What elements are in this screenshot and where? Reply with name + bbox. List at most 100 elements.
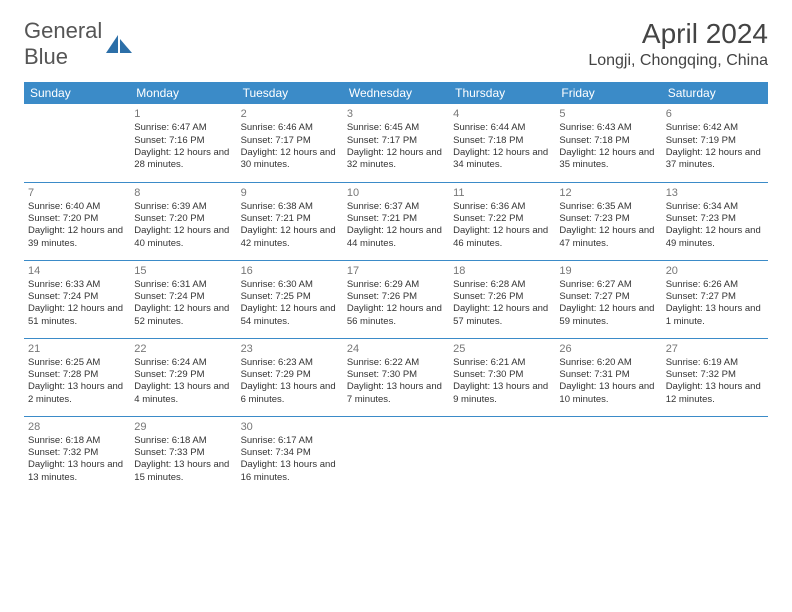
daylight-line: Daylight: 13 hours and 2 minutes. [28, 381, 126, 406]
sunset-line: Sunset: 7:21 PM [241, 213, 339, 225]
calendar-cell: 2Sunrise: 6:46 AMSunset: 7:17 PMDaylight… [237, 104, 343, 182]
day-number: 20 [666, 264, 764, 278]
day-number: 17 [347, 264, 445, 278]
daylight-line: Daylight: 12 hours and 44 minutes. [347, 225, 445, 250]
sunrise-line: Sunrise: 6:24 AM [134, 357, 232, 369]
sunset-line: Sunset: 7:29 PM [241, 369, 339, 381]
sunrise-line: Sunrise: 6:45 AM [347, 122, 445, 134]
sunrise-line: Sunrise: 6:42 AM [666, 122, 764, 134]
day-number: 19 [559, 264, 657, 278]
calendar-cell: 8Sunrise: 6:39 AMSunset: 7:20 PMDaylight… [130, 182, 236, 260]
calendar-cell: 12Sunrise: 6:35 AMSunset: 7:23 PMDayligh… [555, 182, 661, 260]
daylight-line: Daylight: 12 hours and 52 minutes. [134, 303, 232, 328]
day-number: 22 [134, 342, 232, 356]
sunset-line: Sunset: 7:28 PM [28, 369, 126, 381]
sunset-line: Sunset: 7:27 PM [666, 291, 764, 303]
calendar-row: 21Sunrise: 6:25 AMSunset: 7:28 PMDayligh… [24, 338, 768, 416]
day-number: 14 [28, 264, 126, 278]
calendar-cell: 7Sunrise: 6:40 AMSunset: 7:20 PMDaylight… [24, 182, 130, 260]
daylight-line: Daylight: 13 hours and 15 minutes. [134, 459, 232, 484]
day-number: 30 [241, 420, 339, 434]
day-number: 18 [453, 264, 551, 278]
calendar-cell: 10Sunrise: 6:37 AMSunset: 7:21 PMDayligh… [343, 182, 449, 260]
logo-text-b: Blue [24, 44, 68, 69]
sunrise-line: Sunrise: 6:22 AM [347, 357, 445, 369]
day-number: 12 [559, 186, 657, 200]
sunset-line: Sunset: 7:23 PM [666, 213, 764, 225]
sunset-line: Sunset: 7:17 PM [241, 135, 339, 147]
sunset-line: Sunset: 7:18 PM [453, 135, 551, 147]
sunrise-line: Sunrise: 6:46 AM [241, 122, 339, 134]
daylight-line: Daylight: 12 hours and 56 minutes. [347, 303, 445, 328]
month-title: April 2024 [588, 18, 768, 50]
sunset-line: Sunset: 7:25 PM [241, 291, 339, 303]
sunrise-line: Sunrise: 6:21 AM [453, 357, 551, 369]
calendar-cell: 17Sunrise: 6:29 AMSunset: 7:26 PMDayligh… [343, 260, 449, 338]
header: General Blue April 2024 Longji, Chongqin… [24, 18, 768, 70]
daylight-line: Daylight: 13 hours and 9 minutes. [453, 381, 551, 406]
sunrise-line: Sunrise: 6:28 AM [453, 279, 551, 291]
day-number: 24 [347, 342, 445, 356]
sunset-line: Sunset: 7:18 PM [559, 135, 657, 147]
daylight-line: Daylight: 12 hours and 30 minutes. [241, 147, 339, 172]
daylight-line: Daylight: 12 hours and 54 minutes. [241, 303, 339, 328]
calendar-cell: 4Sunrise: 6:44 AMSunset: 7:18 PMDaylight… [449, 104, 555, 182]
sunrise-line: Sunrise: 6:19 AM [666, 357, 764, 369]
daylight-line: Daylight: 12 hours and 49 minutes. [666, 225, 764, 250]
daylight-line: Daylight: 12 hours and 39 minutes. [28, 225, 126, 250]
day-number: 4 [453, 107, 551, 121]
day-number: 25 [453, 342, 551, 356]
day-number: 3 [347, 107, 445, 121]
sunrise-line: Sunrise: 6:31 AM [134, 279, 232, 291]
weekday-header: Wednesday [343, 82, 449, 104]
sunrise-line: Sunrise: 6:47 AM [134, 122, 232, 134]
daylight-line: Daylight: 12 hours and 35 minutes. [559, 147, 657, 172]
sunset-line: Sunset: 7:27 PM [559, 291, 657, 303]
calendar-row: 28Sunrise: 6:18 AMSunset: 7:32 PMDayligh… [24, 416, 768, 494]
calendar-cell [555, 416, 661, 494]
day-number: 2 [241, 107, 339, 121]
logo: General Blue [24, 18, 132, 70]
calendar-row: 1Sunrise: 6:47 AMSunset: 7:16 PMDaylight… [24, 104, 768, 182]
calendar-cell: 27Sunrise: 6:19 AMSunset: 7:32 PMDayligh… [662, 338, 768, 416]
sunrise-line: Sunrise: 6:36 AM [453, 201, 551, 213]
day-number: 6 [666, 107, 764, 121]
day-number: 28 [28, 420, 126, 434]
calendar-cell: 23Sunrise: 6:23 AMSunset: 7:29 PMDayligh… [237, 338, 343, 416]
day-number: 23 [241, 342, 339, 356]
sunset-line: Sunset: 7:26 PM [453, 291, 551, 303]
calendar-cell: 29Sunrise: 6:18 AMSunset: 7:33 PMDayligh… [130, 416, 236, 494]
sunset-line: Sunset: 7:32 PM [666, 369, 764, 381]
sunrise-line: Sunrise: 6:43 AM [559, 122, 657, 134]
sunrise-line: Sunrise: 6:23 AM [241, 357, 339, 369]
daylight-line: Daylight: 13 hours and 12 minutes. [666, 381, 764, 406]
daylight-line: Daylight: 12 hours and 57 minutes. [453, 303, 551, 328]
calendar-cell [662, 416, 768, 494]
calendar-cell: 18Sunrise: 6:28 AMSunset: 7:26 PMDayligh… [449, 260, 555, 338]
sunset-line: Sunset: 7:20 PM [28, 213, 126, 225]
sunset-line: Sunset: 7:20 PM [134, 213, 232, 225]
day-number: 5 [559, 107, 657, 121]
sunset-line: Sunset: 7:24 PM [134, 291, 232, 303]
calendar-cell: 20Sunrise: 6:26 AMSunset: 7:27 PMDayligh… [662, 260, 768, 338]
calendar-cell: 1Sunrise: 6:47 AMSunset: 7:16 PMDaylight… [130, 104, 236, 182]
calendar-cell [343, 416, 449, 494]
weekday-header: Thursday [449, 82, 555, 104]
daylight-line: Daylight: 12 hours and 32 minutes. [347, 147, 445, 172]
sunset-line: Sunset: 7:26 PM [347, 291, 445, 303]
sunrise-line: Sunrise: 6:33 AM [28, 279, 126, 291]
sunrise-line: Sunrise: 6:40 AM [28, 201, 126, 213]
calendar-row: 14Sunrise: 6:33 AMSunset: 7:24 PMDayligh… [24, 260, 768, 338]
calendar-cell: 5Sunrise: 6:43 AMSunset: 7:18 PMDaylight… [555, 104, 661, 182]
daylight-line: Daylight: 12 hours and 46 minutes. [453, 225, 551, 250]
sunrise-line: Sunrise: 6:18 AM [28, 435, 126, 447]
day-number: 9 [241, 186, 339, 200]
logo-text-a: General [24, 18, 102, 43]
sunset-line: Sunset: 7:23 PM [559, 213, 657, 225]
calendar-cell: 16Sunrise: 6:30 AMSunset: 7:25 PMDayligh… [237, 260, 343, 338]
location-text: Longji, Chongqing, China [588, 52, 768, 70]
sunrise-line: Sunrise: 6:37 AM [347, 201, 445, 213]
logo-sail-icon [106, 35, 132, 53]
sunrise-line: Sunrise: 6:30 AM [241, 279, 339, 291]
weekday-header: Tuesday [237, 82, 343, 104]
